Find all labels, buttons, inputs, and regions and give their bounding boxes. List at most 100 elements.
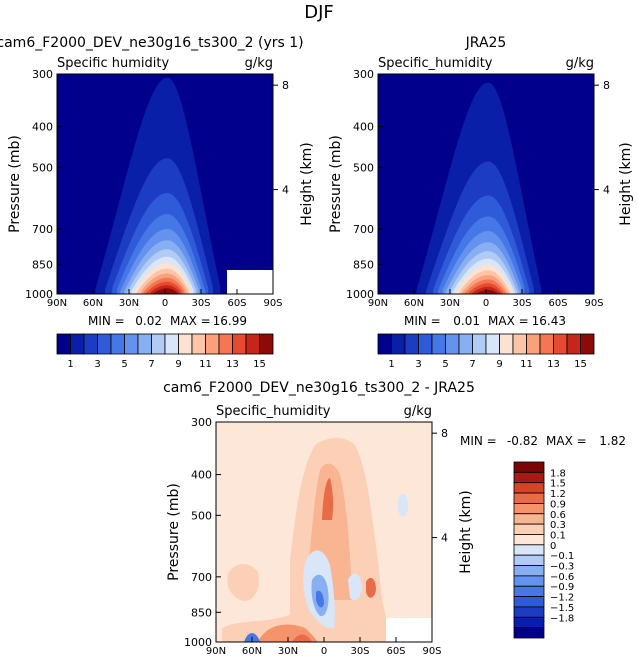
colorbar-swatch (553, 333, 568, 355)
colorbar-swatch (513, 565, 545, 577)
colorbar-swatch (513, 461, 545, 473)
diff-region (398, 493, 408, 517)
x-tick-label: 90N (368, 298, 388, 309)
colorbar-label: 1.8 (550, 468, 566, 479)
colorbar-swatch (191, 333, 206, 355)
y-tick-label: 1000 (346, 288, 374, 301)
x-tick-label: 60N (242, 646, 262, 657)
y-tick-label: 500 (191, 509, 212, 522)
colorbar-swatch (110, 333, 125, 355)
colorbar-label: 1.5 (550, 479, 566, 490)
season-title: DJF (304, 2, 334, 23)
colorbar-swatch (513, 503, 545, 515)
colorbar-swatch (151, 333, 166, 355)
x-tick-label: 30S (512, 298, 531, 309)
panel-model-x-ticks: 90N 60N 30N 0 30S 60S 90S (47, 289, 283, 309)
colorbar-swatch (124, 333, 139, 355)
colorbar-swatch (513, 523, 545, 535)
x-tick-label: 90S (584, 298, 603, 309)
colorbar-label: 3 (94, 359, 100, 370)
colorbar-swatch (431, 333, 446, 355)
panel-diff-max-label: MAX = (546, 434, 587, 448)
panel-model-field (57, 74, 273, 294)
y-tick-label: 850 (32, 258, 53, 271)
panel-model-subtitle: Specific humidity (57, 56, 169, 71)
x-tick-label: 30S (191, 298, 210, 309)
colorbar-swatch (205, 333, 220, 355)
y-tick-label: 400 (32, 121, 53, 134)
height-tick-label: 4 (282, 184, 289, 197)
contour-fill-level (476, 289, 498, 294)
panel-diff-max-value: 1.82 (599, 434, 626, 448)
colorbar-label: 13 (226, 359, 239, 370)
colorbar-label: 7 (469, 359, 475, 370)
y-tick-label: 1000 (25, 288, 53, 301)
colorbar-label: 1.2 (550, 489, 566, 500)
colorbar-swatch (83, 333, 98, 355)
colorbar-swatch (245, 333, 260, 355)
panel-obs: JRA25 Specific_humidity g/kg 300 400 500… (328, 35, 634, 370)
colorbar-swatch (391, 333, 406, 355)
panel-obs-max-label: MAX = (488, 314, 529, 328)
y-tick-label: 1000 (184, 636, 212, 649)
height-tick-label: 8 (282, 79, 289, 92)
colorbar-label: 15 (253, 359, 266, 370)
panel-obs-ylabel: Pressure (mb) (328, 135, 344, 233)
panel-obs-min-value: 0.01 (453, 314, 480, 328)
colorbar-label: 11 (520, 359, 533, 370)
panel-diff-colorbar (513, 461, 545, 639)
colorbar-swatch (56, 333, 71, 355)
colorbar-swatch (377, 333, 392, 355)
panel-diff-ylabel: Pressure (mb) (166, 483, 182, 581)
y-tick-label: 300 (32, 68, 53, 81)
panel-obs-max-value: 16.43 (532, 314, 566, 328)
colorbar-swatch (526, 333, 541, 355)
diff-region (348, 573, 362, 601)
y-tick-label: 400 (353, 121, 374, 134)
colorbar-swatch (232, 333, 247, 355)
colorbar-swatch (259, 333, 274, 355)
x-tick-label: 60S (386, 646, 405, 657)
panel-obs-colorbar (377, 333, 595, 355)
colorbar-label: 0.3 (550, 520, 566, 531)
diff-region (366, 577, 376, 598)
panel-model-height-ticks: 8 4 (273, 79, 289, 197)
panel-obs-field (378, 74, 594, 294)
colorbar-label: 13 (547, 359, 560, 370)
x-tick-label: 0 (483, 298, 489, 309)
panel-model-missing-region (227, 270, 273, 294)
x-tick-label: 90S (422, 646, 441, 657)
colorbar-swatch (513, 585, 545, 597)
y-tick-label: 700 (32, 223, 53, 236)
height-tick-label: 8 (603, 79, 610, 92)
height-tick-label: 4 (441, 532, 448, 545)
colorbar-swatch (513, 606, 545, 618)
colorbar-label: −0.6 (550, 572, 574, 583)
colorbar-swatch (458, 333, 473, 355)
panel-model-ylabel: Pressure (mb) (7, 135, 23, 233)
panel-model-ylabel-right: Height (km) (299, 142, 315, 225)
panel-model-units: g/kg (245, 56, 273, 71)
colorbar-label: 9 (175, 359, 181, 370)
colorbar-label: 3 (415, 359, 421, 370)
panel-diff-colorbar-labels: 1.8 1.5 1.2 0.9 0.6 0.3 0.1 0 −0.1 −0.3 … (550, 468, 574, 624)
colorbar-swatch (513, 513, 545, 525)
panel-obs-x-ticks: 90N 60N 30N 0 30S 60S 90S (368, 289, 604, 309)
colorbar-label: −0.1 (550, 551, 574, 562)
colorbar-swatch (513, 616, 545, 629)
x-tick-label: 0 (321, 646, 327, 657)
diff-region (227, 564, 259, 601)
panel-obs-height-ticks: 8 4 (594, 79, 610, 197)
colorbar-label: 0.9 (550, 499, 566, 510)
colorbar-swatch (513, 554, 545, 566)
colorbar-label: 1 (388, 359, 394, 370)
panel-diff-min-value: -0.82 (507, 434, 538, 448)
colorbar-swatch (580, 333, 595, 355)
panel-diff-missing-region (386, 618, 432, 642)
panel-diff-x-ticks: 90N 60N 30N 0 30S 60S 90S (206, 637, 442, 657)
colorbar-swatch (513, 534, 545, 546)
colorbar-label: 0.1 (550, 530, 566, 541)
panel-diff-y-ticks: 300 400 500 700 850 1000 (184, 416, 221, 649)
colorbar-label: −1.2 (550, 593, 574, 604)
diff-region (292, 634, 312, 642)
